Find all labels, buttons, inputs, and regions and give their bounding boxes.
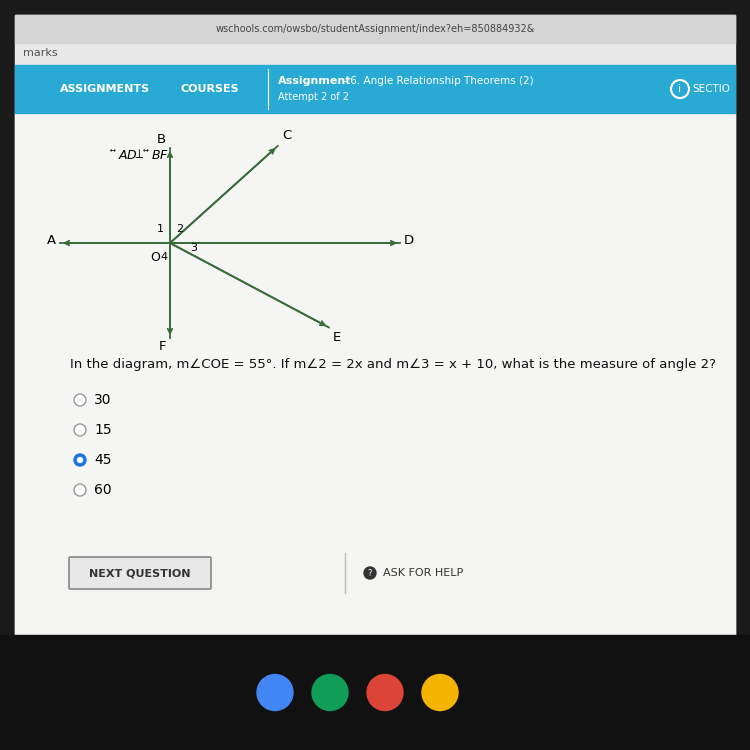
Text: NEXT QUESTION: NEXT QUESTION xyxy=(89,568,190,578)
Circle shape xyxy=(257,674,293,710)
Text: D: D xyxy=(404,235,414,248)
Text: E: E xyxy=(333,331,341,344)
Text: Assignment: Assignment xyxy=(278,76,352,86)
Text: $\overleftrightarrow{BF}$: $\overleftrightarrow{BF}$ xyxy=(143,148,170,162)
Text: 60: 60 xyxy=(94,483,112,497)
Text: 2: 2 xyxy=(176,224,184,234)
Text: 3: 3 xyxy=(190,243,197,253)
Text: B: B xyxy=(157,133,166,146)
Text: SECTIO: SECTIO xyxy=(692,84,730,94)
Circle shape xyxy=(74,424,86,436)
Circle shape xyxy=(367,674,403,710)
Text: $\perp$: $\perp$ xyxy=(132,148,145,161)
Text: Attempt 2 of 2: Attempt 2 of 2 xyxy=(278,92,349,102)
Circle shape xyxy=(312,674,348,710)
Circle shape xyxy=(74,394,86,406)
Circle shape xyxy=(422,674,458,710)
Text: ?: ? xyxy=(368,568,372,578)
Text: COURSES: COURSES xyxy=(181,84,239,94)
Text: ASSIGNMENTS: ASSIGNMENTS xyxy=(60,84,150,94)
Text: A: A xyxy=(46,235,56,248)
Text: - 6. Angle Relationship Theorems (2): - 6. Angle Relationship Theorems (2) xyxy=(340,76,534,86)
Text: i: i xyxy=(679,84,682,94)
Text: 45: 45 xyxy=(94,453,112,467)
Bar xyxy=(15,113,735,635)
Text: $\overleftrightarrow{AD}$: $\overleftrightarrow{AD}$ xyxy=(110,148,138,162)
Text: C: C xyxy=(282,129,291,142)
Text: 1: 1 xyxy=(157,224,164,234)
Text: 15: 15 xyxy=(94,423,112,437)
Text: ASK FOR HELP: ASK FOR HELP xyxy=(383,568,464,578)
Text: O: O xyxy=(150,251,160,264)
Bar xyxy=(0,635,750,750)
Text: marks: marks xyxy=(23,48,58,58)
Bar xyxy=(15,65,735,113)
Text: wschools.com/owsbo/studentAssignment/index?eh=850884932&: wschools.com/owsbo/studentAssignment/ind… xyxy=(215,24,535,34)
FancyBboxPatch shape xyxy=(69,557,211,589)
Circle shape xyxy=(74,454,86,466)
Bar xyxy=(15,15,735,43)
Circle shape xyxy=(74,484,86,496)
Circle shape xyxy=(77,458,82,463)
Text: F: F xyxy=(158,340,166,353)
Circle shape xyxy=(364,567,376,579)
Text: In the diagram, m∠COE = 55°. If m∠2 = 2x and m∠3 = x + 10, what is the measure o: In the diagram, m∠COE = 55°. If m∠2 = 2x… xyxy=(70,358,716,371)
Text: 30: 30 xyxy=(94,393,112,407)
Text: 4: 4 xyxy=(160,252,167,262)
Bar xyxy=(15,15,735,635)
